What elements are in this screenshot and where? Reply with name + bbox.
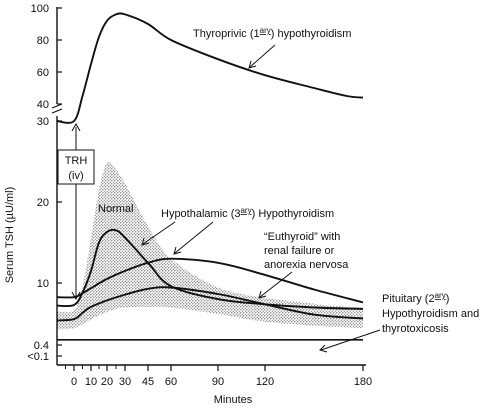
- y-axis-break-mark: [51, 103, 63, 114]
- euthyroid-label-line-1: “Euthyroid” with: [264, 231, 340, 243]
- trh-arrow-down-head: [71, 291, 81, 301]
- x-axis: 0 10 20 30 45 60 90 120 180: [57, 364, 372, 388]
- thyroprivic-pointer: [249, 44, 276, 68]
- thyroprivic-label: Thyroprivic (1ary) hypothyroidism: [193, 26, 351, 40]
- euthyroid-label-line-2: renal failure or: [264, 245, 335, 257]
- y-tick-label-10: 10: [37, 278, 49, 290]
- pituitary-label-line-2: Hypothyroidism and: [382, 308, 479, 320]
- hypothalamic-pointer-head: [141, 237, 150, 246]
- hypothalamic-label: Hypothalamic (3ary) Hypothyroidism: [161, 206, 334, 220]
- y-tick-label-20: 20: [37, 197, 49, 209]
- series-layer: [56, 12, 364, 341]
- hypothalamic-pointer-2: [174, 221, 214, 254]
- euthyroid-pointer-head: [258, 290, 267, 299]
- x-tick-label-90: 90: [212, 376, 224, 388]
- x-tick-label-45: 45: [142, 376, 154, 388]
- normal-series-line: [56, 286, 364, 322]
- y-axis-title: Serum TSH (µU/ml): [4, 187, 16, 284]
- x-tick-label-30: 30: [119, 376, 131, 388]
- x-tick-label-10: 10: [85, 376, 97, 388]
- euthyroid-label-line-3: anorexia nervosa: [264, 259, 349, 271]
- euthyroid-series-line: [56, 257, 364, 304]
- pituitary-label-line-1: Pituitary (2ary): [382, 291, 449, 305]
- x-tick-label-20: 20: [101, 376, 113, 388]
- pituitary-pointer: [320, 329, 381, 351]
- thyroprivic-series-line: [56, 12, 364, 124]
- y-tick-label-100: 100: [31, 3, 49, 15]
- y-tick-label-30: 30: [37, 116, 49, 128]
- y-axis: <0.10.4 10 20 30 40 60 80 100: [27, 3, 63, 365]
- y-tick-label-40: 40: [37, 99, 49, 111]
- x-axis-title: Minutes: [214, 394, 253, 406]
- normal-range-band: [57, 162, 363, 330]
- x-tick-label-120: 120: [256, 376, 274, 388]
- thyroprivic-pointer-head: [248, 60, 257, 69]
- pituitary-label-line-3: thyrotoxicosis: [382, 323, 449, 335]
- y-tick-label-lt0p1: <0.1: [27, 351, 49, 363]
- y-tick-layer: <0.10.4 10 20 30 40 60 80 100: [27, 3, 62, 363]
- hypothalamic-pointer: [142, 221, 176, 245]
- normal-range-band-layer: [57, 162, 363, 330]
- x-tick-label-60: 60: [165, 376, 177, 388]
- trh-arrow-up-head: [71, 122, 81, 132]
- trh-label: TRH: [65, 155, 88, 167]
- x-tick-label-0: 0: [71, 376, 77, 388]
- y-tick-label-0p4: 0.4: [34, 340, 49, 352]
- x-tick-label-180: 180: [354, 376, 372, 388]
- hypothalamic-pointer-2-head: [173, 246, 182, 255]
- pituitary-pointer-head: [319, 344, 328, 353]
- trh-route-label: (iv): [68, 170, 83, 182]
- series-labels: Thyroprivic (1ary) hypothyroidism Normal…: [98, 26, 479, 353]
- x-tick-layer: 0 10 20 30 45 60 90 120 180: [65, 365, 372, 388]
- y-tick-label-60: 60: [37, 67, 49, 79]
- trh-stimulus-annotation: TRH (iv): [57, 122, 95, 301]
- y-tick-label-80: 80: [37, 35, 49, 47]
- euthyroid-pointer: [259, 271, 293, 298]
- normal-range-label: Normal: [98, 203, 133, 215]
